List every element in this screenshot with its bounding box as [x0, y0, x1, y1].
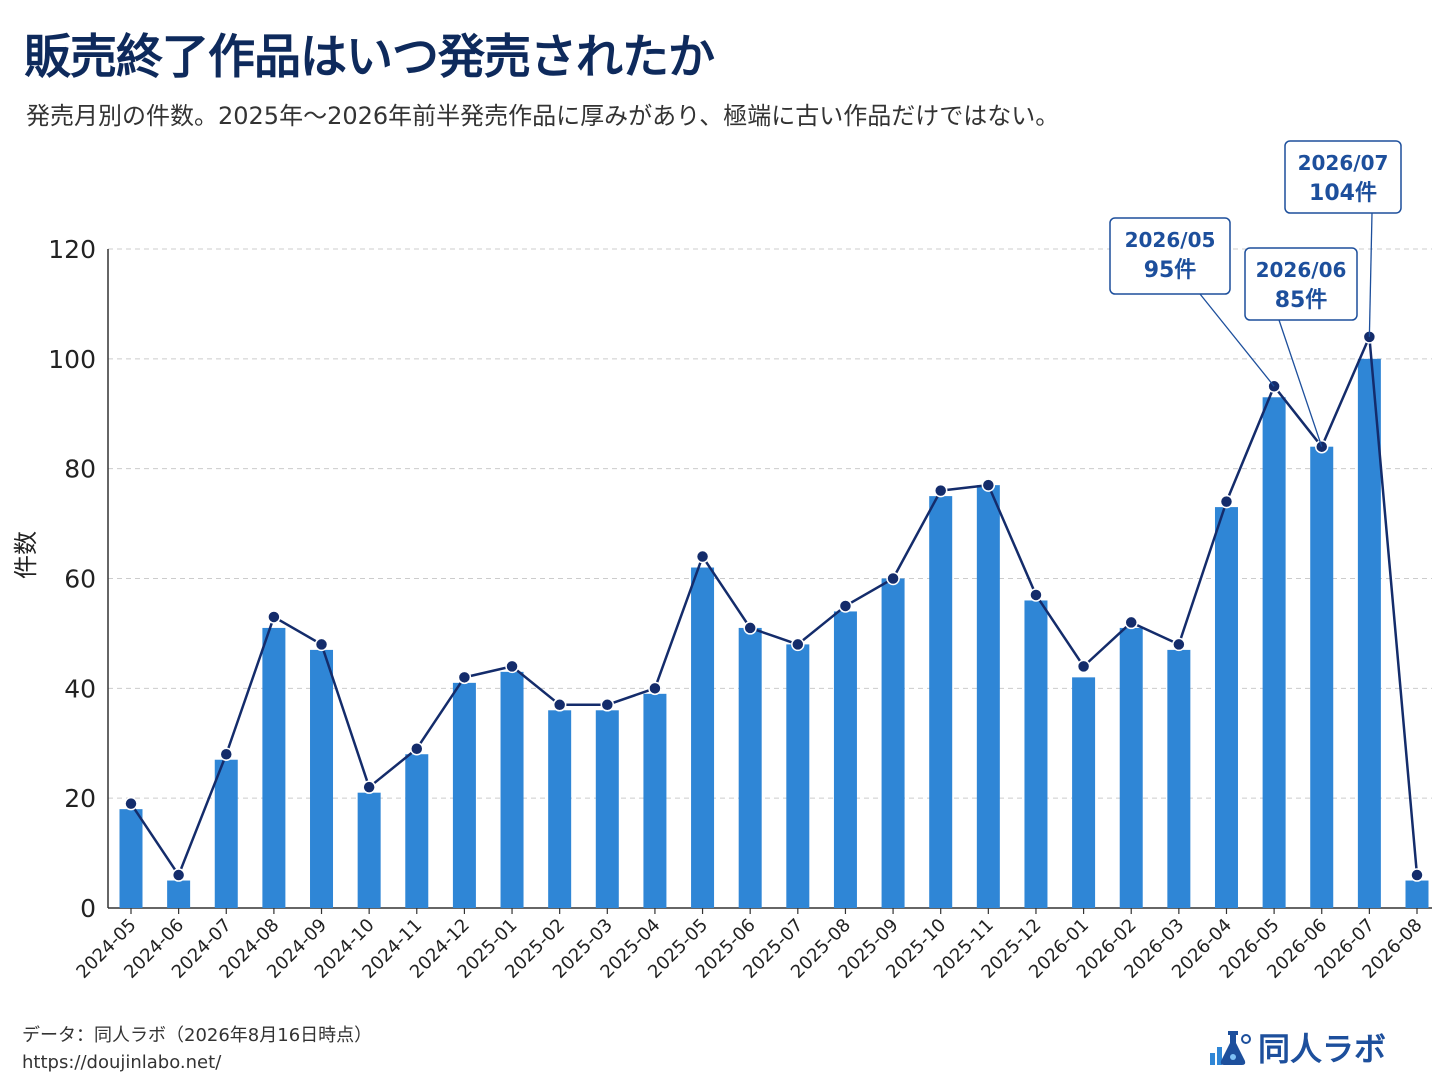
bar	[500, 671, 524, 908]
line-point	[362, 780, 376, 794]
bar	[738, 627, 762, 908]
bar	[405, 754, 429, 908]
annotation-date: 2026/05	[1125, 228, 1216, 252]
line-point	[838, 599, 853, 613]
line-point	[981, 478, 996, 492]
line-point	[124, 796, 138, 811]
line-point	[1172, 637, 1186, 652]
y-tick-label: 60	[64, 565, 96, 594]
annotation-date: 2026/06	[1256, 258, 1347, 282]
annotation-box	[1109, 217, 1231, 295]
line-point	[219, 747, 234, 761]
source-credit: データ：同人ラボ（2026年8月16日時点）	[22, 1025, 373, 1046]
bar	[357, 792, 381, 908]
line-point	[648, 681, 662, 696]
logo-text: 同人ラボ	[1258, 1030, 1387, 1068]
bar	[1405, 880, 1429, 908]
line-point	[171, 868, 186, 882]
line-series	[129, 335, 1419, 877]
annotation-value: 85件	[1275, 288, 1328, 313]
data-source: データ：同人ラボ（2026年8月16日時点） https://doujinlab…	[22, 1022, 372, 1076]
bar	[548, 710, 572, 908]
brand-logo: 同人ラボ	[1208, 1024, 1386, 1070]
bar	[452, 682, 476, 908]
annotation-box	[1244, 247, 1358, 321]
bar	[833, 611, 857, 908]
y-tick-label: 100	[48, 345, 96, 374]
bar	[929, 496, 953, 908]
bar	[786, 644, 810, 908]
bar	[595, 710, 619, 908]
bar	[1310, 446, 1334, 908]
line-point	[743, 621, 757, 635]
y-tick-label: 0	[80, 894, 96, 923]
bar	[119, 809, 143, 908]
bar	[262, 627, 286, 908]
line-point	[933, 483, 948, 498]
bar	[1357, 358, 1381, 908]
y-tick-label: 20	[64, 784, 96, 813]
bar	[167, 880, 191, 908]
line-point	[314, 637, 329, 652]
annotation-box	[1284, 140, 1402, 214]
y-tick-label: 120	[48, 235, 96, 264]
line-point	[410, 741, 424, 756]
bar	[643, 693, 667, 908]
bar	[1167, 649, 1191, 908]
bar	[976, 485, 1000, 908]
source-url: https://doujinlabo.net/	[22, 1052, 222, 1073]
annotation-leader	[1368, 212, 1373, 337]
line-point	[552, 698, 567, 712]
chart-title: 販売終了作品はいつ発売されたか	[24, 30, 715, 85]
line-point	[457, 670, 472, 685]
bar	[1262, 397, 1286, 908]
annotation-leader	[1199, 293, 1275, 387]
bar	[310, 649, 334, 908]
line-point	[1219, 494, 1234, 509]
bar	[1214, 507, 1238, 908]
bar	[1024, 600, 1048, 908]
line-point	[886, 571, 900, 586]
y-tick-label: 40	[64, 674, 96, 703]
annotation-date: 2026/07	[1298, 151, 1389, 175]
bar	[214, 759, 238, 908]
annotation-value: 104件	[1309, 181, 1377, 206]
annotation-value: 95件	[1144, 258, 1197, 283]
flask-chart-icon	[1210, 1031, 1251, 1065]
bar	[691, 567, 715, 908]
line-point	[267, 610, 281, 624]
y-tick-label: 80	[64, 455, 96, 484]
bar	[1119, 627, 1143, 908]
bar	[1072, 677, 1096, 908]
line-point	[1029, 588, 1043, 602]
line-point	[1410, 868, 1424, 882]
y-axis-label: 件数	[12, 531, 40, 579]
annotation-leader	[1278, 319, 1323, 447]
line-point	[1124, 615, 1138, 630]
line-point	[695, 549, 710, 564]
line-point	[1076, 659, 1091, 674]
line-point	[505, 659, 519, 674]
line-point	[791, 637, 805, 652]
chart-subtitle: 発売月別の件数。2025年〜2026年前半発売作品に厚みがあり、極端に古い作品だ…	[26, 102, 1060, 130]
line-point	[600, 698, 615, 712]
bar	[881, 578, 905, 908]
